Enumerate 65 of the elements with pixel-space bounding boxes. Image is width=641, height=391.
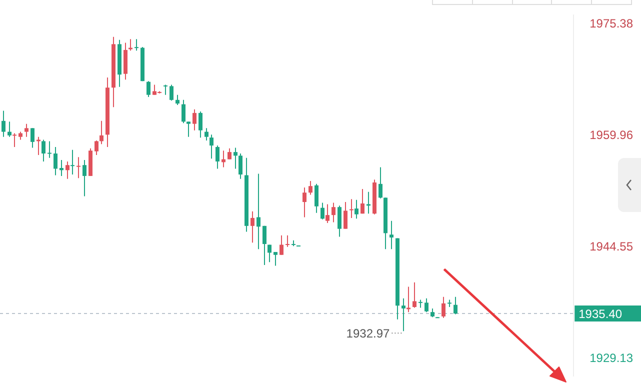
candlestick bbox=[24, 123, 28, 138]
ref-line-label: 1935.40 bbox=[578, 306, 622, 321]
candlestick bbox=[302, 187, 306, 218]
candlestick bbox=[82, 160, 86, 197]
candlestick bbox=[210, 134, 214, 160]
candlestick bbox=[94, 140, 98, 156]
candlestick bbox=[176, 94, 180, 106]
candlestick bbox=[66, 160, 70, 180]
candlestick bbox=[2, 110, 6, 138]
candlestick bbox=[256, 173, 260, 250]
candlestick bbox=[360, 188, 364, 214]
candlestick bbox=[406, 286, 410, 313]
candlestick bbox=[192, 108, 196, 131]
candlestick bbox=[332, 202, 336, 223]
y-tick-label: 1959.96 bbox=[590, 128, 634, 142]
candlestick bbox=[204, 128, 208, 141]
candlestick bbox=[42, 139, 46, 162]
candlestick bbox=[54, 146, 58, 176]
candlestick bbox=[182, 99, 186, 124]
candlestick bbox=[216, 145, 220, 170]
candlestick bbox=[250, 210, 254, 244]
candlestick bbox=[100, 120, 104, 145]
candlestick bbox=[314, 183, 318, 214]
candlestick bbox=[390, 220, 394, 250]
candlestick bbox=[70, 149, 74, 175]
candlestick bbox=[164, 84, 168, 96]
candlestick bbox=[8, 121, 12, 138]
candlestick bbox=[234, 147, 238, 170]
candlestick bbox=[12, 132, 16, 148]
candlestick bbox=[326, 204, 330, 224]
candlestick bbox=[134, 38, 138, 52]
candlestick bbox=[354, 199, 358, 220]
candlestick bbox=[366, 191, 370, 214]
candlestick bbox=[378, 166, 382, 199]
y-tick-label: 1929.13 bbox=[590, 351, 634, 366]
candlestick bbox=[412, 282, 416, 308]
candlestick bbox=[344, 202, 348, 230]
candlestick bbox=[454, 296, 458, 315]
candlestick bbox=[186, 121, 190, 138]
candlestick bbox=[442, 296, 446, 318]
y-tick-label: 1944.55 bbox=[590, 240, 634, 254]
candlestick bbox=[286, 234, 290, 248]
y-tick-label: 1975.38 bbox=[590, 16, 634, 30]
candlestick bbox=[48, 140, 52, 158]
candlestick bbox=[60, 160, 64, 176]
candlestick bbox=[262, 225, 266, 266]
candlestick bbox=[338, 205, 342, 238]
candlestick bbox=[274, 251, 278, 266]
candlestick bbox=[280, 234, 284, 256]
candlestick bbox=[146, 80, 150, 98]
candlestick bbox=[424, 298, 428, 313]
candlestick bbox=[198, 111, 202, 138]
candlestick bbox=[124, 42, 128, 80]
candlestick bbox=[402, 298, 406, 332]
candlestick bbox=[350, 198, 354, 218]
candlestick bbox=[36, 136, 40, 156]
candlestick bbox=[76, 156, 80, 179]
candlestick bbox=[308, 180, 312, 196]
annotation: 1932.97 bbox=[346, 326, 390, 340]
candlestick bbox=[30, 128, 34, 148]
candlestick bbox=[228, 148, 232, 160]
candlestick bbox=[238, 153, 242, 180]
candlestick bbox=[170, 84, 174, 102]
candlestick bbox=[268, 244, 272, 263]
candlestick bbox=[320, 202, 324, 220]
